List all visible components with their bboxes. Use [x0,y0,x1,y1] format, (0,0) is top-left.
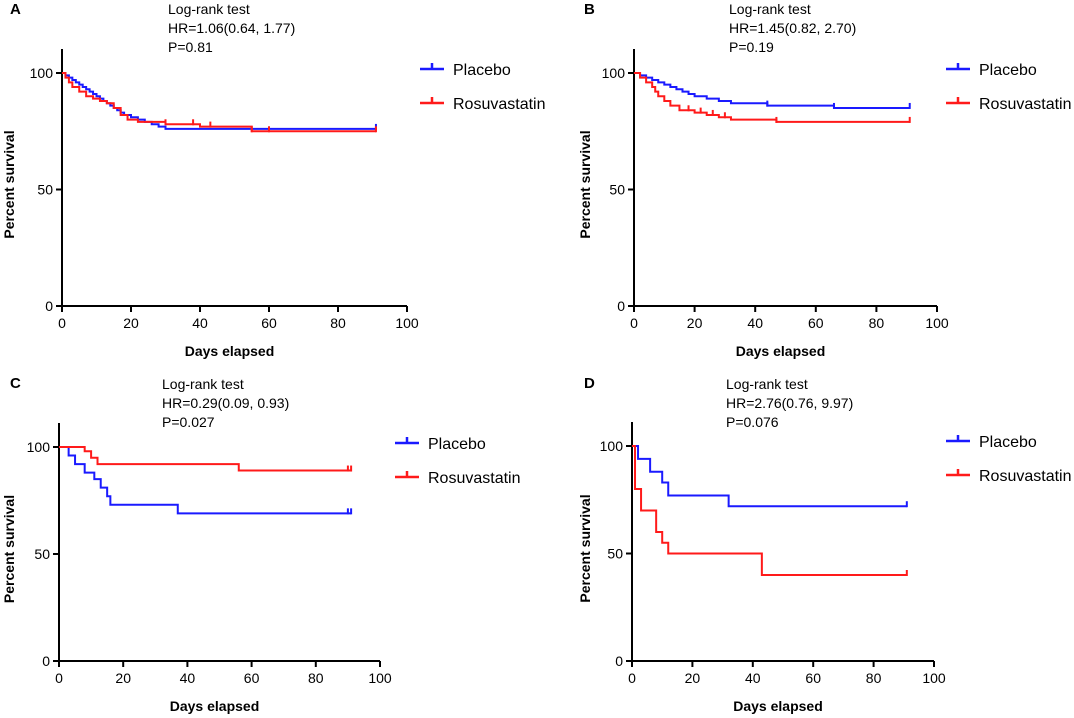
survival-curve-rosuvastatin [632,445,907,576]
x-tick-label: 0 [55,670,63,686]
stat-line-2: HR=0.29(0.09, 0.93) [162,395,289,411]
x-axis-title: Days elapsed [736,343,826,359]
x-tick-label: 60 [805,670,821,686]
y-tick-label: 50 [609,182,625,198]
x-tick-label: 100 [922,670,946,686]
legend-label: Rosuvastatin [453,96,546,113]
stat-line-2: HR=2.76(0.76, 9.97) [726,395,853,411]
stat-line-2: HR=1.06(0.64, 1.77) [168,20,295,36]
x-tick-label: 20 [123,315,139,331]
legend-label: Rosuvastatin [979,468,1072,485]
x-tick-label: 80 [308,670,324,686]
x-tick-label: 0 [58,315,66,331]
survival-curve-placebo [62,72,376,130]
panel-a: A Log-rank test HR=1.06(0.64, 1.77) P=0.81 0… [1,1,546,359]
stat-line-3: P=0.81 [168,39,213,55]
legend-item-placebo: Placebo [420,62,511,79]
stat-line-2: HR=1.45(0.82, 2.70) [729,20,856,36]
legend-label: Rosuvastatin [428,470,521,487]
x-tick-label: 100 [395,315,419,331]
legend-label: Rosuvastatin [979,96,1072,113]
x-tick-label: 20 [115,670,131,686]
y-axis-title: Percent survival [577,494,593,602]
y-axis-title: Percent survival [1,495,17,603]
y-tick-label: 0 [45,298,53,314]
y-axis-title: Percent survival [577,130,593,238]
y-axis-title: Percent survival [1,130,17,238]
x-axis-title: Days elapsed [185,343,275,359]
x-tick-label: 40 [192,315,208,331]
y-tick-label: 100 [600,438,624,454]
panel-b: B Log-rank test HR=1.45(0.82, 2.70) P=0.19 0… [577,1,1072,359]
x-tick-label: 40 [747,315,763,331]
x-tick-label: 80 [330,315,346,331]
legend-label: Placebo [979,62,1037,79]
stat-line-1: Log-rank test [726,376,808,392]
y-tick-label: 0 [617,298,625,314]
x-tick-label: 60 [244,670,260,686]
panel-label: A [10,1,21,18]
survival-curve-rosuvastatin [62,72,376,133]
stat-line-1: Log-rank test [168,1,250,17]
legend-label: Placebo [428,436,486,453]
legend-item-rosuvastatin: Rosuvastatin [395,470,521,487]
legend-item-rosuvastatin: Rosuvastatin [946,96,1072,113]
legend-item-rosuvastatin: Rosuvastatin [946,468,1072,485]
x-tick-label: 0 [630,315,638,331]
stat-line-3: P=0.076 [726,414,779,430]
stat-line-3: P=0.19 [729,39,774,55]
panel-label: B [584,1,595,18]
survival-curve-rosuvastatin [59,446,352,472]
x-tick-label: 20 [685,670,701,686]
legend-item-rosuvastatin: Rosuvastatin [420,96,546,113]
y-tick-label: 0 [615,653,623,669]
legend-item-placebo: Placebo [946,434,1037,451]
survival-curve-placebo [634,72,910,109]
legend-item-placebo: Placebo [395,436,486,453]
x-tick-label: 20 [687,315,703,331]
legend-item-placebo: Placebo [946,62,1037,79]
y-tick-label: 50 [34,546,50,562]
stat-line-1: Log-rank test [729,1,811,17]
y-tick-label: 100 [30,65,54,81]
panel-c: C Log-rank test HR=0.29(0.09, 0.93) P=0.027… [1,375,521,714]
stat-line-3: P=0.027 [162,414,215,430]
y-tick-label: 50 [607,546,623,562]
x-axis-title: Days elapsed [733,698,823,714]
y-tick-label: 50 [37,182,53,198]
x-axis-title: Days elapsed [170,698,260,714]
x-tick-label: 60 [808,315,824,331]
x-tick-label: 80 [866,670,882,686]
panel-d: D Log-rank test HR=2.76(0.76, 9.97) P=0.076… [577,375,1072,714]
y-tick-label: 0 [42,653,50,669]
panel-label: D [584,375,595,392]
panel-label: C [10,375,21,392]
x-tick-label: 0 [628,670,636,686]
y-tick-label: 100 [602,65,626,81]
y-tick-label: 100 [27,439,51,455]
x-tick-label: 100 [368,670,392,686]
survival-curve-placebo [59,446,352,515]
survival-curve-rosuvastatin [634,72,910,123]
stat-line-1: Log-rank test [162,376,244,392]
survival-curve-placebo [632,445,907,508]
x-tick-label: 80 [869,315,885,331]
x-tick-label: 60 [261,315,277,331]
x-tick-label: 40 [745,670,761,686]
legend-label: Placebo [979,434,1037,451]
x-tick-label: 40 [180,670,196,686]
legend-label: Placebo [453,62,511,79]
x-tick-label: 100 [925,315,949,331]
